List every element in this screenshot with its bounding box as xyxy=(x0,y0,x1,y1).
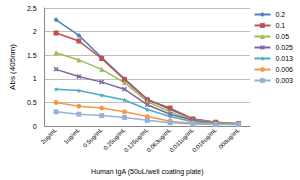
svg-text:.008ug/mL: .008ug/mL xyxy=(216,126,241,151)
svg-text:0.5: 0.5 xyxy=(27,99,37,106)
svg-text:0.003: 0.003 xyxy=(275,77,293,84)
svg-text:Abs (405nm): Abs (405nm) xyxy=(8,44,17,90)
svg-text:0.063ug/mL: 0.063ug/mL xyxy=(145,126,173,154)
svg-text:1: 1 xyxy=(33,75,37,82)
svg-text:0.013: 0.013 xyxy=(275,55,293,62)
svg-text:1ug/mL: 1ug/mL xyxy=(63,126,82,145)
svg-text:0.25ug/mL: 0.25ug/mL xyxy=(102,126,127,152)
svg-text:0.2: 0.2 xyxy=(275,11,285,18)
svg-text:0.016ug/mL: 0.016ug/mL xyxy=(191,126,218,153)
svg-text:0.1: 0.1 xyxy=(275,22,285,29)
svg-text:0.5ug/mL: 0.5ug/mL xyxy=(82,126,104,148)
svg-text:2ug/mL: 2ug/mL xyxy=(40,126,59,145)
svg-text:0.031ug/mL: 0.031ug/mL xyxy=(168,126,196,154)
svg-text:2: 2 xyxy=(33,28,37,35)
svg-text:Human IgA (50uL/well coating p: Human IgA (50uL/well coating plate) xyxy=(91,168,203,176)
svg-text:0.05: 0.05 xyxy=(275,33,289,40)
svg-text:0.125ug/mL: 0.125ug/mL xyxy=(122,126,150,154)
svg-text:0.006: 0.006 xyxy=(275,66,293,73)
svg-text:0: 0 xyxy=(33,123,37,130)
svg-text:0.025: 0.025 xyxy=(275,44,293,51)
svg-text:1.5: 1.5 xyxy=(27,52,37,59)
svg-text:2.5: 2.5 xyxy=(27,5,37,12)
